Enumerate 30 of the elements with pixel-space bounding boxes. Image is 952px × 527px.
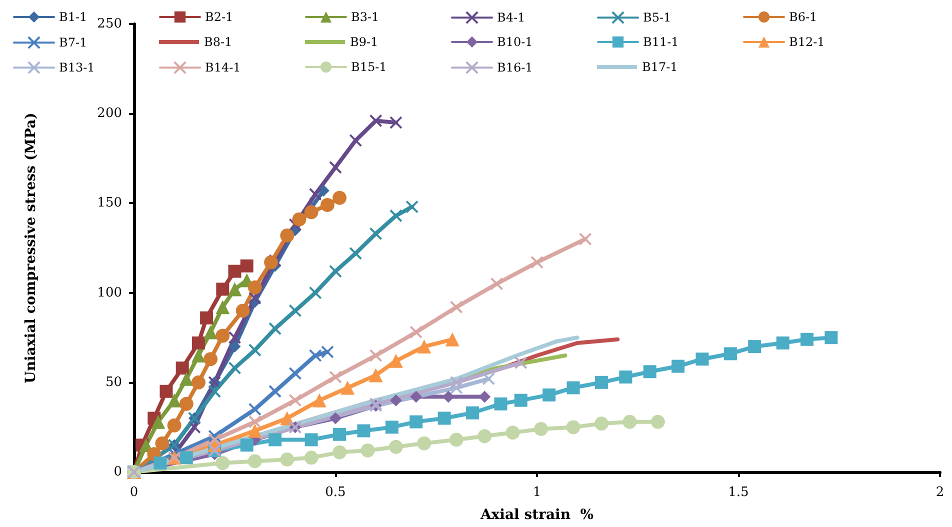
legend-label: B4-1 xyxy=(497,10,526,25)
legend-label: B10-1 xyxy=(497,35,533,49)
x-tick-label: 1 xyxy=(532,485,542,500)
legend-label: B5-1 xyxy=(643,10,672,25)
x-tick-label: 0.5 xyxy=(325,485,346,500)
x-tick-label: 2 xyxy=(936,485,944,500)
y-tick-label: 50 xyxy=(105,374,122,390)
legend-label: B11-1 xyxy=(643,35,679,49)
y-axis-title: Uniaxial compressive stress (MPa) xyxy=(23,112,39,384)
legend-label: B16-1 xyxy=(497,60,533,75)
legend-label: B17-1 xyxy=(642,60,678,74)
legend-label: B2-1 xyxy=(205,10,234,24)
legend-label: B3-1 xyxy=(351,10,380,24)
legend-label: B14-1 xyxy=(205,60,241,75)
y-tick-label: 200 xyxy=(97,106,122,122)
legend-label: B8-1 xyxy=(204,35,232,49)
legend-label: B12-1 xyxy=(789,35,825,49)
x-tick-label: 0 xyxy=(130,485,138,500)
x-tick-label: 1.5 xyxy=(728,485,749,500)
x-axis-title: Axial strain % xyxy=(479,507,594,523)
legend-label: B9-1 xyxy=(350,35,378,49)
y-tick-label: 250 xyxy=(97,16,122,32)
legend-label: B13-1 xyxy=(59,60,95,75)
y-tick-label: 0 xyxy=(114,464,122,480)
y-tick-label: 100 xyxy=(97,285,122,300)
legend-label: B1-1 xyxy=(59,10,88,24)
legend-label: B15-1 xyxy=(351,60,387,74)
legend-label: B7-1 xyxy=(59,36,88,50)
y-tick-label: 150 xyxy=(97,196,122,211)
legend-label: B6-1 xyxy=(789,10,818,24)
